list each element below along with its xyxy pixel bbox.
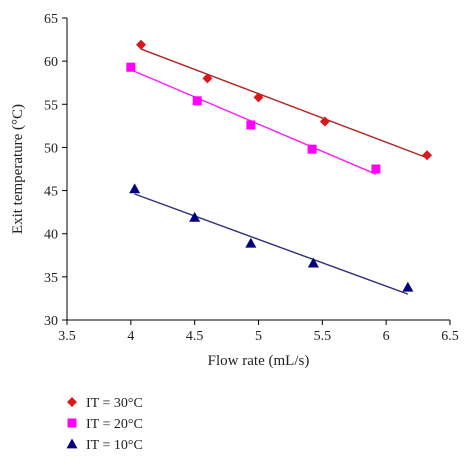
- x-tick-label: 5.5: [314, 329, 332, 344]
- legend-label-series-1: IT = 30°C: [86, 396, 143, 411]
- legend-marker-series-3: [66, 438, 78, 449]
- y-tick-label: 35: [44, 271, 58, 286]
- x-tick-label: 4: [127, 329, 134, 344]
- x-tick-label: 4.5: [186, 329, 204, 344]
- data-point-series-2: [192, 96, 202, 106]
- data-point-series-3: [189, 211, 201, 222]
- y-tick-label: 40: [44, 228, 58, 243]
- axes: [66, 18, 450, 321]
- y-tick-label: 50: [44, 141, 58, 156]
- data-point-series-2: [246, 120, 256, 130]
- data-point-series-1: [319, 116, 330, 127]
- data-point-series-1: [202, 73, 213, 84]
- data-point-series-2: [126, 62, 136, 72]
- x-ticks: 3.5 4 4.5 5 5.5 6 6.5: [58, 320, 459, 344]
- data-point-series-2: [371, 164, 381, 174]
- x-tick-label: 6.5: [441, 329, 459, 344]
- data-point-series-3: [129, 183, 141, 194]
- legend-label-series-2: IT = 20°C: [86, 417, 143, 432]
- data-point-series-2: [307, 144, 317, 154]
- legend-label-series-3: IT = 10°C: [86, 438, 143, 453]
- y-tick-label: 60: [44, 55, 58, 70]
- y-tick-label: 30: [44, 314, 58, 329]
- y-axis-label: Exit temperature (°C): [10, 104, 26, 234]
- trendline-series-1: [140, 48, 428, 159]
- legend-marker-series-1: [67, 397, 77, 407]
- y-tick-label: 65: [44, 12, 58, 27]
- legend-marker-series-2: [67, 418, 77, 428]
- data-point-series-1: [136, 39, 147, 50]
- data-markers: [126, 39, 433, 292]
- y-tick-label: 45: [44, 185, 58, 200]
- trendline-series-3: [134, 193, 409, 295]
- x-tick-label: 6: [383, 329, 390, 344]
- x-tick-label: 5: [255, 329, 262, 344]
- trendlines: [130, 48, 428, 295]
- y-tick-label: 55: [44, 98, 58, 113]
- y-ticks: 30 35 40 45 50 55 60 65: [44, 12, 67, 329]
- data-point-series-3: [402, 281, 414, 292]
- x-tick-label: 3.5: [58, 329, 76, 344]
- data-point-series-3: [245, 237, 257, 248]
- legend: IT = 30°C IT = 20°C IT = 10°C: [66, 396, 143, 453]
- data-point-series-1: [422, 150, 433, 161]
- x-axis-label: Flow rate (mL/s): [208, 353, 310, 369]
- data-point-series-1: [253, 92, 264, 103]
- data-point-series-3: [307, 257, 319, 268]
